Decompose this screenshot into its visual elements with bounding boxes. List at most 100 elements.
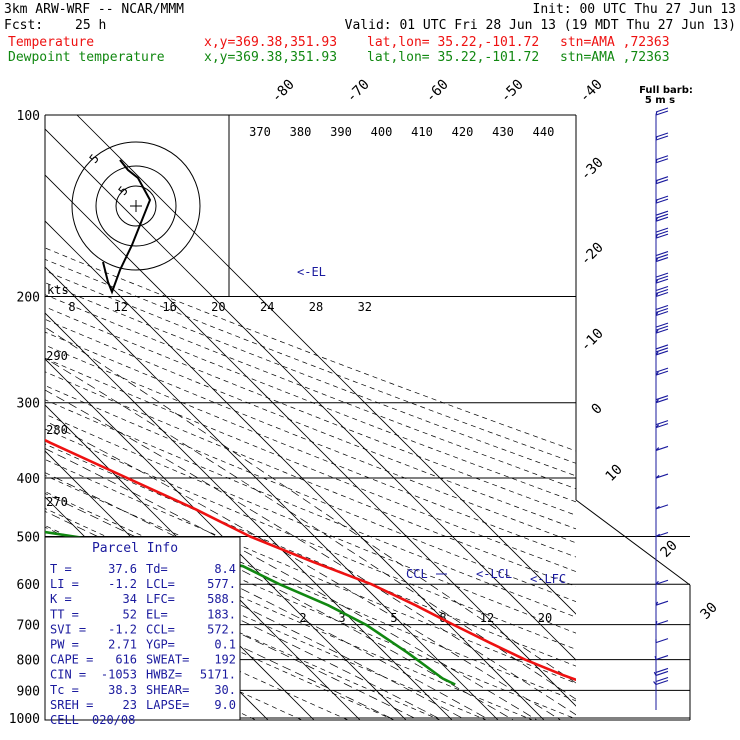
profile-lines <box>45 438 576 686</box>
parcel-value: 183. <box>207 607 236 621</box>
parcel-label: SVI = <box>50 622 86 636</box>
dewpoint-station: stn=AMA ,72363 <box>560 50 670 65</box>
wind-barb-flag <box>655 579 669 585</box>
parcel-value: 192 <box>214 653 236 667</box>
parcel-label: Tc = <box>50 683 79 697</box>
hodo-speed-label: 16 <box>162 300 176 314</box>
dry-adiabat <box>45 399 576 618</box>
isotherm-label: -70 <box>344 77 373 106</box>
wind-barb-flag <box>655 445 669 451</box>
parcel-label: SHEAR= <box>146 683 189 697</box>
parcel-label: LFC= <box>146 592 175 606</box>
wind-barb-flag <box>655 307 669 313</box>
isotherm-label: 30 <box>698 600 721 623</box>
parcel-label: HWBZ= <box>146 668 182 682</box>
dry-adiabat <box>45 459 576 684</box>
parcel-label: PW = <box>50 638 79 652</box>
parcel-label: EL= <box>146 607 168 621</box>
hodo-speed-label: 28 <box>309 300 323 314</box>
pressure-label: 400 <box>17 472 40 487</box>
pressure-label: 1000 <box>9 712 40 727</box>
dry-adiabat <box>45 413 576 634</box>
hodo-ring <box>115 185 157 227</box>
moist-adiabat <box>45 472 515 720</box>
parcel-value: -1053 <box>101 668 137 682</box>
frame-right-lower <box>575 499 691 586</box>
wind-barb-flag <box>655 278 669 284</box>
moist-adiabat <box>45 448 538 720</box>
parcel-value: -1.2 <box>108 622 137 636</box>
marker-label: <-LFC <box>530 572 566 586</box>
parcel-value: 020/08 <box>92 713 135 727</box>
parcel-label: Td= <box>146 562 168 576</box>
moist-adiabat <box>45 326 576 684</box>
wind-barb-flag <box>655 272 669 278</box>
theta-label-left: 270 <box>46 495 68 509</box>
parcel-label: TT = <box>50 607 79 621</box>
parcel-info-box: Parcel Info T = 37.6 Td= 8.4 LI = -1.2 LCL= 577.… <box>44 536 241 727</box>
dry-adiabat <box>45 331 576 544</box>
dewpoint-xy: x,y=369.38,351.93 <box>204 50 338 65</box>
valid-time: Valid: 01 UTC Fri 28 Jun 13 (19 MDT Thu … <box>344 18 736 33</box>
dry-adiabat <box>45 474 576 702</box>
wind-barb-flag <box>655 638 669 644</box>
wind-barb-flag <box>655 347 669 353</box>
pressure-labels: 100 200 300 400 500 600 700 800 900 1000 <box>9 109 40 727</box>
parcel-label: CAPE = <box>50 653 93 667</box>
hodo-ring <box>71 141 201 271</box>
moist-adiabat <box>45 420 562 720</box>
wind-barb-flag <box>655 350 669 356</box>
wind-barb-flag <box>655 322 669 328</box>
wind-barb-flag <box>655 257 669 263</box>
hodo-ring <box>95 165 177 247</box>
wind-barb-flag <box>655 179 669 185</box>
isotherm-label: -60 <box>423 77 452 106</box>
temperature-legend: Temperature <box>8 35 95 50</box>
wind-barb-flag <box>655 655 669 661</box>
hodo-units: kts <box>47 283 69 297</box>
wind-barb-flag <box>655 233 669 239</box>
wind-barb-flag <box>655 667 669 673</box>
isotherm-line <box>45 404 361 720</box>
hodo-speed-label: 24 <box>260 300 274 314</box>
pressure-label: 600 <box>17 578 40 593</box>
parcel-value: 616 <box>115 653 137 667</box>
parcel-label: CCL= <box>146 622 175 636</box>
hodo-speed-label: 20 <box>211 300 225 314</box>
marker-label: CCL <box>406 567 428 581</box>
theta-label: 430 <box>492 125 514 139</box>
isotherm-label: -20 <box>578 240 607 269</box>
theta-label: 370 <box>249 125 271 139</box>
wind-barb-flag <box>655 230 669 236</box>
wind-barb-flag <box>655 158 669 164</box>
parcel-label: SWEAT= <box>146 653 189 667</box>
parcel-value: -1.2 <box>108 577 137 591</box>
wind-barb-flag <box>655 213 669 219</box>
wind-barb-flag <box>655 135 669 141</box>
pressure-label: 300 <box>17 397 40 412</box>
wind-barb-flag <box>655 367 669 373</box>
wind-barb-flag <box>655 398 669 404</box>
parcel-label: SREH = <box>50 698 93 712</box>
theta-label: 420 <box>452 125 474 139</box>
parcel-value: 577. <box>207 577 236 591</box>
pressure-label: 700 <box>17 619 40 634</box>
pressure-label: 800 <box>17 654 40 669</box>
theta-label: 390 <box>330 125 352 139</box>
wind-barb-flag <box>655 110 669 116</box>
moist-adiabat <box>45 357 576 700</box>
parcel-value: 23 <box>123 698 137 712</box>
wind-barb-flag <box>655 195 669 201</box>
theta-label-left: 280 <box>46 423 68 437</box>
wind-barb-flag <box>655 680 669 686</box>
isotherm-line <box>0 87 3 730</box>
parcel-value: 588. <box>207 592 236 606</box>
dry-adiabat <box>45 270 576 477</box>
theta-label: 440 <box>533 125 555 139</box>
wind-barb-flag <box>655 677 669 683</box>
parcel-value: 9.0 <box>214 698 236 712</box>
isotherm-label: 0 <box>589 401 606 418</box>
wind-barb <box>653 671 657 676</box>
wind-barb-flag <box>655 176 669 182</box>
parcel-label: T = <box>50 562 72 576</box>
